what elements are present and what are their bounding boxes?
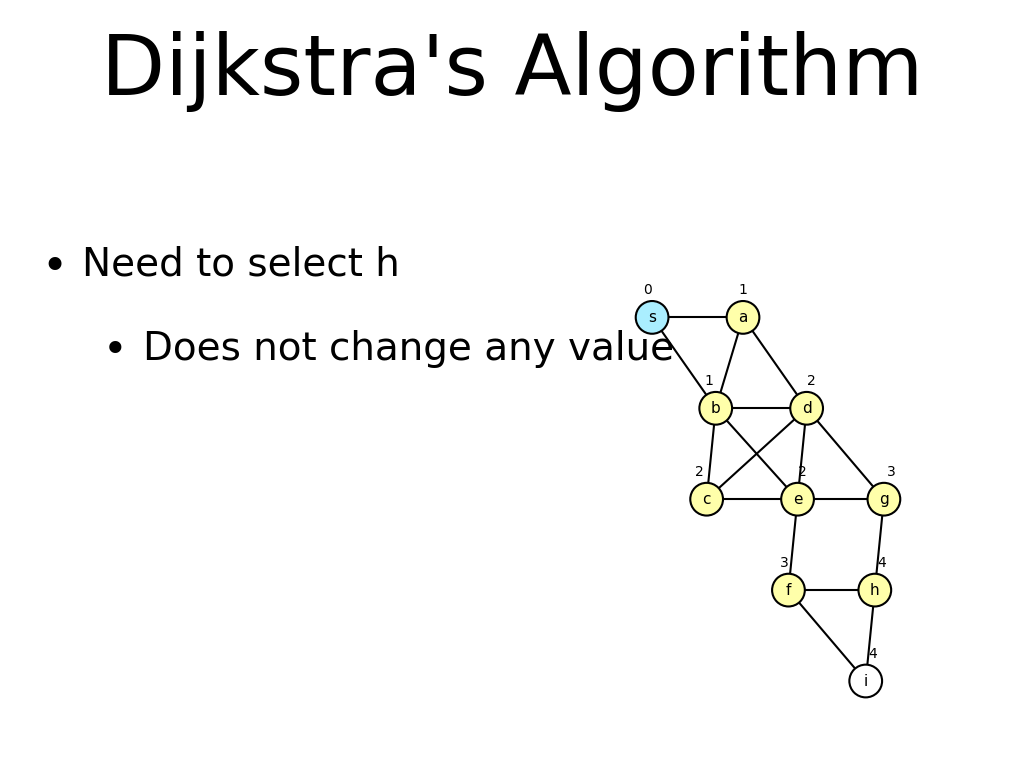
Text: c: c: [702, 492, 711, 507]
Text: a: a: [738, 310, 748, 325]
Circle shape: [636, 301, 669, 334]
Text: 3: 3: [779, 556, 788, 570]
Text: i: i: [863, 674, 868, 689]
Circle shape: [699, 392, 732, 425]
Text: h: h: [870, 583, 880, 598]
Text: s: s: [648, 310, 656, 325]
Text: d: d: [802, 401, 811, 415]
Text: •: •: [41, 246, 68, 289]
Text: •: •: [102, 330, 127, 372]
Text: 2: 2: [798, 465, 807, 479]
Text: Dijkstra's Algorithm: Dijkstra's Algorithm: [100, 31, 924, 111]
Text: Does not change any value: Does not change any value: [143, 330, 675, 368]
Circle shape: [849, 664, 882, 697]
Circle shape: [867, 483, 900, 515]
Text: 0: 0: [643, 283, 652, 297]
Text: 1: 1: [738, 283, 748, 297]
Circle shape: [772, 574, 805, 607]
Circle shape: [791, 392, 823, 425]
Circle shape: [781, 483, 814, 515]
Text: 2: 2: [695, 465, 703, 479]
Text: 3: 3: [887, 465, 896, 479]
Circle shape: [727, 301, 760, 334]
Text: 2: 2: [807, 374, 815, 389]
Circle shape: [690, 483, 723, 515]
Text: 1: 1: [705, 374, 713, 389]
Text: Need to select h: Need to select h: [82, 246, 399, 283]
Text: g: g: [879, 492, 889, 507]
Circle shape: [858, 574, 891, 607]
Text: e: e: [793, 492, 802, 507]
Text: 4: 4: [868, 647, 878, 661]
Text: f: f: [785, 583, 792, 598]
Text: b: b: [711, 401, 721, 415]
Text: 4: 4: [878, 556, 887, 570]
